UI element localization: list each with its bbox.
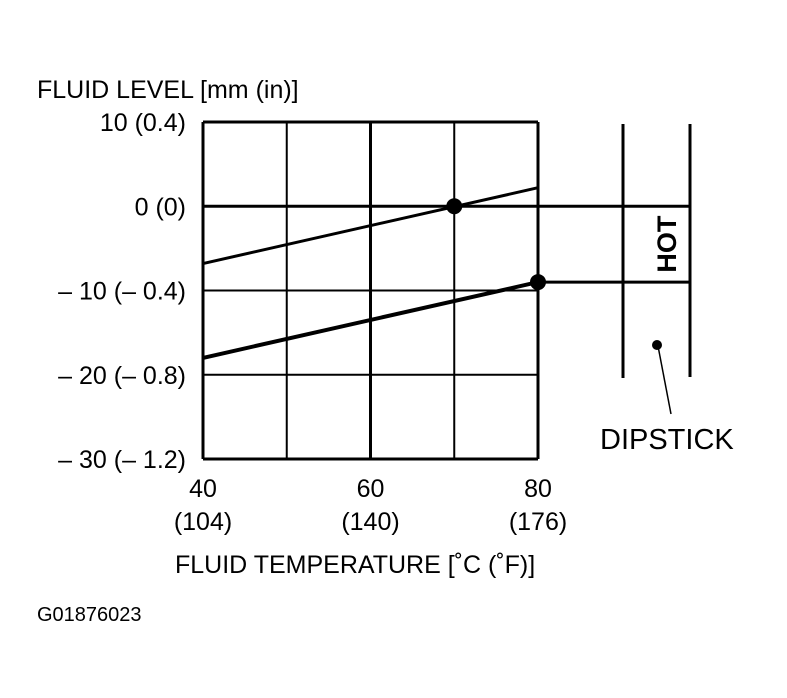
y-tick-label: 0 (0) xyxy=(135,193,186,221)
y-tick-label: – 10 (– 0.4) xyxy=(58,278,186,306)
y-tick-label: – 30 (– 1.2) xyxy=(58,446,186,474)
series-line xyxy=(202,280,539,360)
y-tick-labels: 10 (0.4) 0 (0) – 10 (– 0.4) – 20 (– 0.8) – 3… xyxy=(58,109,186,474)
x-axis-label: FLUID TEMPERATURE [˚C (˚F)] xyxy=(175,551,535,579)
figure-id: G01876023 xyxy=(37,604,142,626)
dipstick-pointer-dot xyxy=(652,340,662,350)
series-marker xyxy=(446,198,463,215)
hot-band-label: HOT xyxy=(652,215,682,273)
x-tick-label: 60 xyxy=(357,475,385,503)
dipstick: HOT DIPSTICK xyxy=(538,124,734,456)
x-tick-label: 40 xyxy=(189,475,217,503)
dipstick-label: DIPSTICK xyxy=(600,424,734,456)
series-lines xyxy=(202,186,546,360)
grid xyxy=(201,120,540,461)
x-tick-sublabel: (176) xyxy=(509,508,567,536)
series-line xyxy=(202,186,539,266)
dipstick-pointer-line xyxy=(657,345,672,415)
x-tick-label: 80 xyxy=(524,475,552,503)
x-tick-sublabel: (140) xyxy=(341,508,399,536)
x-tick-sublabel: (104) xyxy=(174,508,232,536)
y-tick-label: 10 (0.4) xyxy=(100,109,186,137)
y-tick-label: – 20 (– 0.8) xyxy=(58,362,186,390)
x-tick-labels: 40 (104) 60 (140) 80 (176) xyxy=(174,475,567,536)
y-axis-label: FLUID LEVEL [mm (in)] xyxy=(37,76,299,104)
